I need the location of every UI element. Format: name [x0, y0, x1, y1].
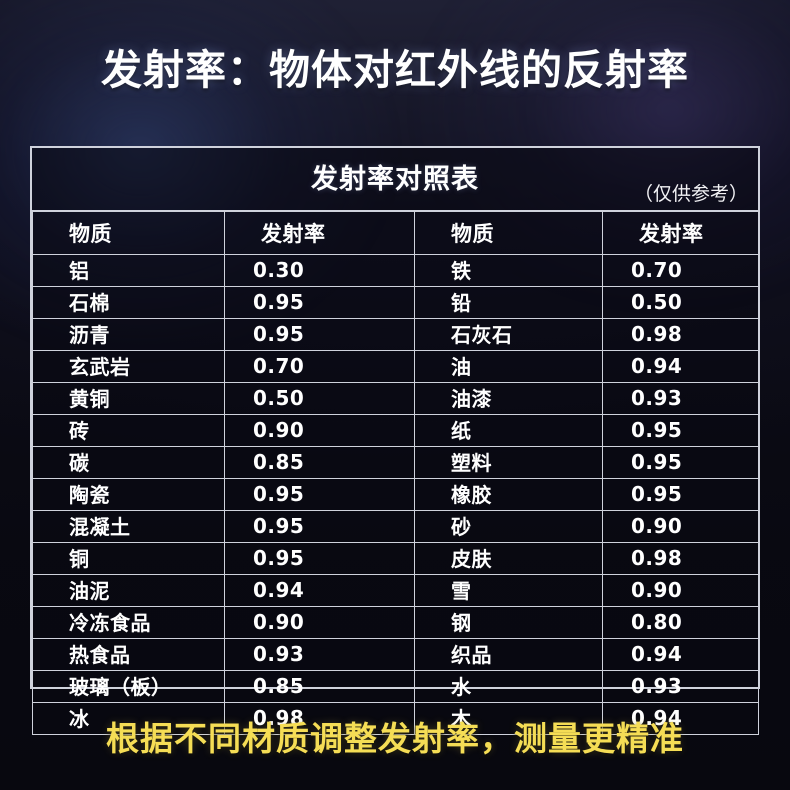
table-row: 碳 0.85 塑料 0.95 — [32, 446, 759, 479]
cell-emissivity-right: 0.70 — [602, 254, 759, 287]
table-row: 冰 0.98 木 0.94 — [32, 702, 759, 735]
cell-substance-left: 沥青 — [32, 318, 225, 351]
table-header-row: 物质 发射率 物质 发射率 — [32, 212, 759, 255]
cell-substance-right: 塑料 — [414, 446, 603, 479]
column-header-substance-left: 物质 — [32, 212, 225, 255]
cell-substance-left: 热食品 — [32, 638, 225, 671]
table-head: 物质 发射率 物质 发射率 — [32, 212, 759, 255]
cell-substance-left: 陶瓷 — [32, 478, 225, 511]
table-body: 铝 0.30 铁 0.70 石棉 0.95 铅 0.50 沥青 0.95 石灰石 0.98 玄武岩 0.7… — [32, 254, 759, 735]
column-header-emissivity-left: 发射率 — [224, 212, 415, 255]
column-header-substance-right: 物质 — [414, 212, 603, 255]
cell-substance-right: 铅 — [414, 286, 603, 319]
table-row: 油泥 0.94 雪 0.90 — [32, 574, 759, 607]
cell-substance-left: 冰 — [32, 702, 225, 735]
cell-substance-left: 铝 — [32, 254, 225, 287]
cell-emissivity-right: 0.94 — [602, 702, 759, 735]
cell-emissivity-right: 0.98 — [602, 542, 759, 575]
cell-substance-left: 玄武岩 — [32, 350, 225, 383]
cell-emissivity-right: 0.93 — [602, 670, 759, 703]
cell-substance-left: 砖 — [32, 414, 225, 447]
table-row: 石棉 0.95 铅 0.50 — [32, 286, 759, 319]
cell-emissivity-left: 0.50 — [224, 382, 415, 415]
cell-emissivity-left: 0.85 — [224, 670, 415, 703]
emissivity-table-frame: 发射率对照表 （仅供参考） 物质 发射率 物质 发射率 铝 0.30 铁 0.70 石棉… — [30, 146, 760, 735]
cell-substance-right: 油漆 — [414, 382, 603, 415]
cell-substance-left: 油泥 — [32, 574, 225, 607]
table-row: 铜 0.95 皮肤 0.98 — [32, 542, 759, 575]
cell-substance-left: 石棉 — [32, 286, 225, 319]
cell-emissivity-left: 0.30 — [224, 254, 415, 287]
cell-substance-left: 碳 — [32, 446, 225, 479]
cell-emissivity-right: 0.80 — [602, 606, 759, 639]
table-caption-bar: 发射率对照表 （仅供参考） — [32, 148, 758, 212]
table-note: （仅供参考） — [633, 183, 748, 205]
cell-emissivity-left: 0.93 — [224, 638, 415, 671]
cell-substance-right: 雪 — [414, 574, 603, 607]
cell-emissivity-left: 0.70 — [224, 350, 415, 383]
cell-emissivity-right: 0.50 — [602, 286, 759, 319]
cell-emissivity-right: 0.94 — [602, 350, 759, 383]
cell-substance-right: 石灰石 — [414, 318, 603, 351]
cell-substance-right: 水 — [414, 670, 603, 703]
table-row: 沥青 0.95 石灰石 0.98 — [32, 318, 759, 351]
column-header-emissivity-right: 发射率 — [602, 212, 759, 255]
cell-substance-right: 橡胶 — [414, 478, 603, 511]
cell-emissivity-left: 0.85 — [224, 446, 415, 479]
table-row: 陶瓷 0.95 橡胶 0.95 — [32, 478, 759, 511]
cell-emissivity-left: 0.94 — [224, 574, 415, 607]
footer-caption: 根据不同材质调整发射率，测量更精准 — [106, 719, 684, 758]
table-row: 玄武岩 0.70 油 0.94 — [32, 350, 759, 383]
cell-emissivity-right: 0.98 — [602, 318, 759, 351]
cell-emissivity-left: 0.98 — [224, 702, 415, 735]
cell-substance-right: 皮肤 — [414, 542, 603, 575]
cell-substance-right: 织品 — [414, 638, 603, 671]
cell-substance-left: 铜 — [32, 542, 225, 575]
page-headline: 发射率：物体对红外线的反射率 — [101, 46, 689, 94]
cell-emissivity-right: 0.90 — [602, 574, 759, 607]
table-title: 发射率对照表 — [311, 164, 479, 195]
cell-emissivity-right: 0.95 — [602, 446, 759, 479]
cell-substance-right: 纸 — [414, 414, 603, 447]
table-row: 冷冻食品 0.90 钢 0.80 — [32, 606, 759, 639]
cell-substance-left: 玻璃（板） — [32, 670, 225, 703]
cell-substance-left: 黄铜 — [32, 382, 225, 415]
cell-emissivity-left: 0.90 — [224, 606, 415, 639]
cell-emissivity-left: 0.95 — [224, 286, 415, 319]
cell-substance-right: 钢 — [414, 606, 603, 639]
table-row: 砖 0.90 纸 0.95 — [32, 414, 759, 447]
cell-substance-left: 冷冻食品 — [32, 606, 225, 639]
table-row: 黄铜 0.50 油漆 0.93 — [32, 382, 759, 415]
cell-emissivity-right: 0.95 — [602, 414, 759, 447]
cell-substance-right: 砂 — [414, 510, 603, 543]
table-row: 混凝土 0.95 砂 0.90 — [32, 510, 759, 543]
cell-emissivity-left: 0.90 — [224, 414, 415, 447]
table-row: 热食品 0.93 织品 0.94 — [32, 638, 759, 671]
cell-emissivity-left: 0.95 — [224, 510, 415, 543]
cell-emissivity-left: 0.95 — [224, 478, 415, 511]
cell-emissivity-left: 0.95 — [224, 318, 415, 351]
cell-emissivity-right: 0.90 — [602, 510, 759, 543]
table-row: 铝 0.30 铁 0.70 — [32, 254, 759, 287]
cell-substance-right: 油 — [414, 350, 603, 383]
cell-emissivity-right: 0.95 — [602, 478, 759, 511]
cell-emissivity-right: 0.93 — [602, 382, 759, 415]
cell-emissivity-left: 0.95 — [224, 542, 415, 575]
cell-substance-left: 混凝土 — [32, 510, 225, 543]
emissivity-table: 物质 发射率 物质 发射率 铝 0.30 铁 0.70 石棉 0.95 铅 0.50 沥青 0.9… — [32, 212, 759, 735]
cell-emissivity-right: 0.94 — [602, 638, 759, 671]
table-row: 玻璃（板） 0.85 水 0.93 — [32, 670, 759, 703]
cell-substance-right: 铁 — [414, 254, 603, 287]
